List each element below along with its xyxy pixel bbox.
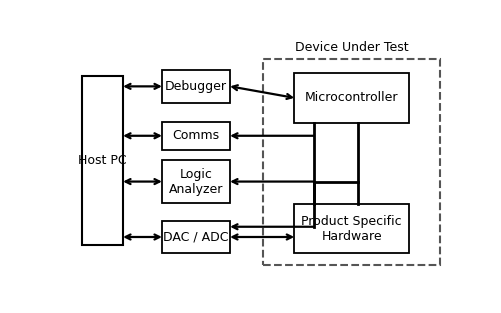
Text: Host PC: Host PC	[78, 154, 127, 167]
Text: DAC / ADC: DAC / ADC	[163, 230, 228, 244]
FancyBboxPatch shape	[294, 73, 408, 123]
Text: Debugger: Debugger	[165, 80, 226, 93]
Text: Device Under Test: Device Under Test	[294, 41, 408, 54]
FancyBboxPatch shape	[162, 70, 229, 103]
FancyBboxPatch shape	[162, 161, 229, 203]
Text: Microcontroller: Microcontroller	[304, 91, 398, 104]
Text: Logic
Analyzer: Logic Analyzer	[168, 167, 223, 196]
FancyBboxPatch shape	[82, 76, 123, 245]
Text: Product Specific
Hardware: Product Specific Hardware	[301, 214, 401, 243]
Text: Comms: Comms	[172, 129, 219, 142]
FancyBboxPatch shape	[162, 221, 229, 253]
FancyBboxPatch shape	[162, 122, 229, 150]
FancyBboxPatch shape	[294, 204, 408, 253]
